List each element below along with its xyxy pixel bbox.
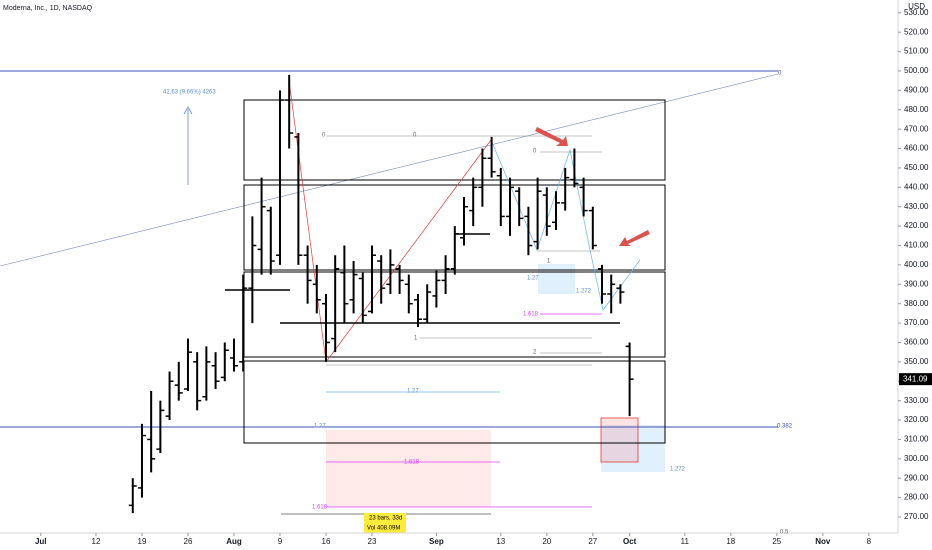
- y-tick-label: 280.00: [904, 493, 929, 502]
- currency: USD: [908, 2, 925, 11]
- y-tick-label: 380.00: [904, 299, 929, 308]
- y-tick-label: 480.00: [904, 105, 929, 114]
- y-tick-label: 460.00: [904, 144, 929, 153]
- x-tick-label: Aug: [226, 537, 242, 546]
- wave-line: [288, 79, 327, 363]
- y-tick-label: 420.00: [904, 221, 929, 230]
- annotation: 1.27: [527, 276, 539, 282]
- annotation: 1.618: [404, 460, 420, 466]
- annotation: 2: [533, 350, 537, 356]
- y-tick-label: 410.00: [904, 241, 929, 250]
- y-tick-label: 320.00: [904, 415, 929, 424]
- x-tick-label: 18: [726, 537, 735, 546]
- trend-line: [0, 73, 779, 267]
- annotation: 1.27: [407, 389, 419, 395]
- y-tick-label: 520.00: [904, 27, 929, 36]
- x-tick-label: 16: [322, 537, 331, 546]
- x-tick-label: Sep: [429, 537, 444, 546]
- x-tick-label: 26: [184, 537, 193, 546]
- x-tick-label: 27: [588, 537, 597, 546]
- measure-arrow: [183, 106, 193, 115]
- annotation: 0: [533, 149, 537, 155]
- x-tick-label: 19: [138, 537, 147, 546]
- measure-label-bg: [364, 513, 406, 533]
- annotation: 1.618: [523, 312, 539, 318]
- y-tick-label: 400.00: [904, 260, 929, 269]
- red-arrow: [535, 127, 568, 146]
- x-tick-label: 23: [368, 537, 377, 546]
- x-tick-label: Oct: [623, 537, 637, 546]
- annotation: 23 bars, 33d: [369, 516, 402, 522]
- x-tick-label: 8: [867, 537, 872, 546]
- box: [243, 99, 666, 181]
- y-tick-label: 530.00: [904, 8, 929, 17]
- annotation: 0.382: [777, 424, 793, 430]
- y-tick-label: 440.00: [904, 182, 929, 191]
- annotation: 0: [322, 133, 326, 139]
- y-tick-label: 290.00: [904, 473, 929, 482]
- annotation: 1.272: [670, 467, 686, 473]
- y-tick-label: 430.00: [904, 202, 929, 211]
- x-tick-label: 12: [92, 537, 101, 546]
- annotation: 1.272: [576, 289, 592, 295]
- y-tick-label: 510.00: [904, 47, 929, 56]
- x-tick-label: 25: [772, 537, 781, 546]
- y-tick-label: 490.00: [904, 85, 929, 94]
- annotation: 1: [414, 336, 418, 342]
- fib-zone: [601, 425, 665, 472]
- y-tick-label: 470.00: [904, 124, 929, 133]
- annotation: 0: [413, 133, 417, 139]
- x-tick-label: 13: [496, 537, 505, 546]
- annotation: 1.618: [312, 505, 328, 511]
- y-tick-label: 310.00: [904, 435, 929, 444]
- y-tick-label: 500.00: [904, 66, 929, 75]
- y-tick-label: 270.00: [904, 512, 929, 521]
- x-tick-label: 20: [542, 537, 551, 546]
- chart-title: Moderna, Inc., 1D, NASDAQ: [3, 5, 93, 12]
- y-tick-label: 390.00: [904, 279, 929, 288]
- x-tick-label: Jul: [35, 537, 47, 546]
- annotation: 1.27: [314, 424, 326, 430]
- annotation: Vol 408.09M: [367, 526, 400, 532]
- y-tick-label: 300.00: [904, 454, 929, 463]
- y-tick-label: 360.00: [904, 338, 929, 347]
- y-tick-label: 330.00: [904, 396, 929, 405]
- x-tick-label: 11: [681, 537, 690, 546]
- box: [243, 360, 666, 444]
- x-tick-label: Nov: [815, 537, 831, 546]
- last-price-label: 341.09: [903, 374, 928, 383]
- annotation: 0.5: [780, 530, 789, 536]
- wave-line: [325, 139, 492, 363]
- y-tick-label: 450.00: [904, 163, 929, 172]
- last-price-box: [899, 373, 932, 386]
- annotation: 1: [547, 259, 551, 265]
- x-tick-label: 9: [278, 537, 283, 546]
- y-tick-label: 370.00: [904, 318, 929, 327]
- fib-zone: [538, 264, 575, 294]
- fib-zone: [600, 417, 639, 463]
- red-arrow: [619, 230, 650, 246]
- y-tick-label: 350.00: [904, 357, 929, 366]
- price-axis: [898, 0, 932, 550]
- annotation: 42.63 (9.66%) 4263: [163, 90, 216, 96]
- annotation: 0: [778, 71, 782, 77]
- range-box: [326, 430, 491, 507]
